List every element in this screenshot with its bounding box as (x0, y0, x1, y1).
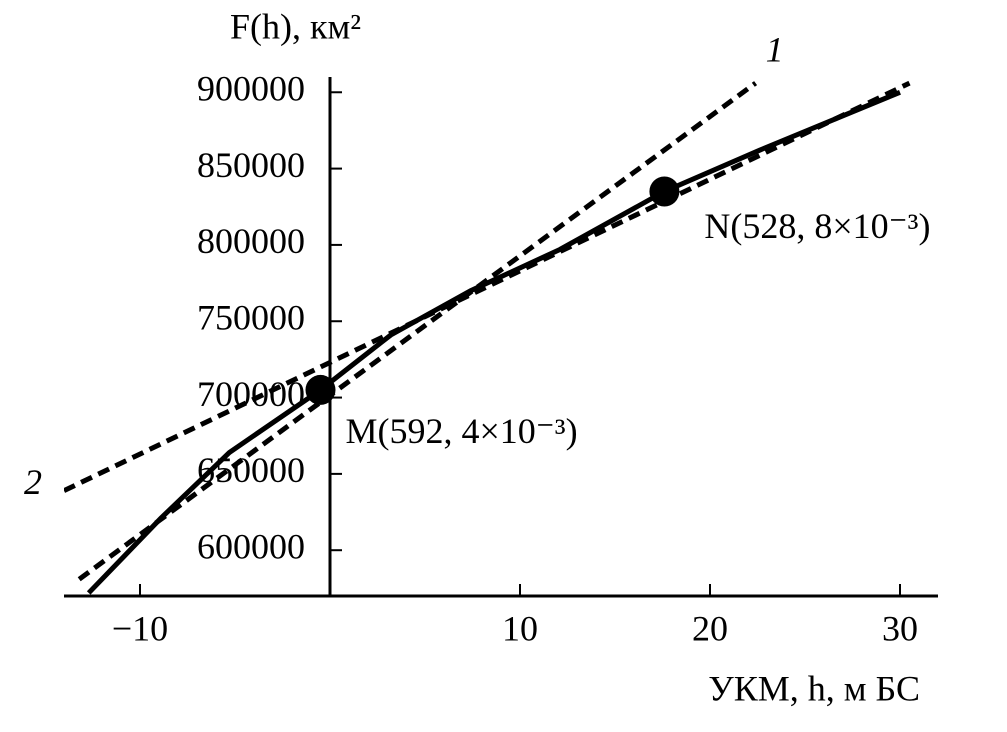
y-tick-label: 850000 (197, 145, 305, 185)
point-label: M(592, 4×10⁻³) (346, 411, 578, 451)
x-tick-label: 20 (692, 608, 728, 648)
x-tick-label: −10 (112, 608, 168, 648)
tangent-line (77, 81, 758, 582)
tangent-line (64, 80, 911, 493)
x-tick-label: 30 (882, 608, 918, 648)
line-label: 1 (766, 29, 784, 69)
y-tick-label: 900000 (197, 69, 305, 109)
y-tick-label: 650000 (197, 450, 305, 490)
line-label: 2 (24, 462, 42, 502)
point-label: N(528, 8×10⁻³) (704, 206, 930, 246)
y-tick-label: 750000 (197, 298, 305, 338)
y-tick-label: 800000 (197, 221, 305, 261)
point (305, 374, 336, 405)
y-axis-title: F(h), км² (230, 6, 361, 46)
x-axis-title: УКМ, h, м БС (708, 668, 920, 708)
x-tick-label: 10 (502, 608, 538, 648)
y-tick-label: 600000 (197, 526, 305, 566)
point (649, 176, 680, 207)
